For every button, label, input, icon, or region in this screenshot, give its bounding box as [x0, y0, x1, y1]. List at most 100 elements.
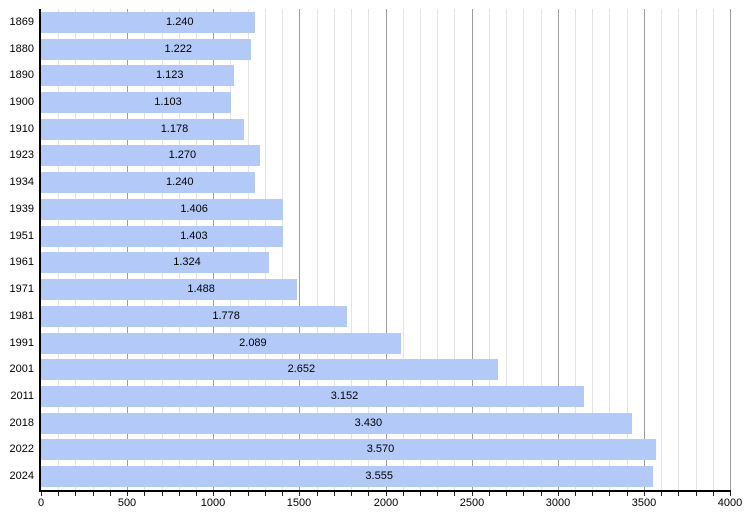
minor-gridline: [179, 9, 180, 490]
minor-gridline: [334, 9, 335, 490]
bar: [41, 332, 401, 354]
bar: [41, 145, 260, 167]
x-axis-tick: [265, 492, 266, 496]
bar: [41, 279, 298, 301]
minor-gridline: [713, 9, 714, 490]
x-axis-tick: [506, 492, 507, 496]
minor-gridline: [627, 9, 628, 490]
minor-gridline: [523, 9, 524, 490]
bar: [41, 198, 284, 220]
bar-value-label: 1.222: [164, 42, 192, 55]
x-axis-tick: [575, 492, 576, 496]
y-axis-label: 1939: [9, 202, 34, 215]
bar-value-label: 3.152: [330, 389, 359, 402]
bar-value-label: 1.403: [180, 229, 208, 242]
bar: [41, 92, 231, 114]
bar: [41, 466, 654, 488]
major-gridline: [127, 9, 128, 490]
x-axis-tick: [403, 492, 404, 496]
bar-value-label: 1.270: [168, 149, 197, 162]
x-axis-tick: [110, 492, 111, 496]
y-axis-label: 1900: [9, 96, 34, 109]
x-axis-tick: [454, 492, 455, 496]
minor-gridline: [58, 9, 59, 490]
y-axis-label: 1991: [9, 336, 34, 349]
minor-gridline: [93, 9, 94, 490]
bar-value-label: 3.555: [365, 470, 393, 483]
minor-gridline: [696, 9, 697, 490]
bar-value-label: 3.570: [366, 443, 395, 456]
x-axis-tick: [351, 492, 352, 496]
bar: [41, 172, 255, 194]
y-axis-labels: 1869 1880 1890 1900 1910 1923 1934 1939 1951 1961…: [0, 9, 34, 490]
x-axis-tick: [627, 492, 628, 496]
x-axis-tick: [696, 492, 697, 496]
minor-gridline: [678, 9, 679, 490]
minor-gridline: [403, 9, 404, 490]
x-axis-tick: [127, 492, 128, 496]
y-axis-label: 1981: [9, 309, 34, 322]
x-axis-tick: [317, 492, 318, 496]
x-axis-tick-label: 3000: [545, 497, 571, 509]
y-axis-label: 2022: [9, 443, 34, 456]
minor-gridline: [75, 9, 76, 490]
x-axis-tick: [196, 492, 197, 496]
major-gridline: [472, 9, 473, 490]
y-axis-label: 2011: [10, 389, 34, 402]
minor-gridline: [110, 9, 111, 490]
major-gridline: [644, 9, 645, 490]
x-axis-tick: [230, 492, 231, 496]
bar-value-label: 1.778: [212, 309, 240, 322]
y-axis-label: 2001: [9, 363, 34, 376]
x-axis-tick: [420, 492, 421, 496]
bar: [41, 385, 584, 407]
major-gridline: [558, 9, 559, 490]
x-axis-tick: [609, 492, 610, 496]
bar-value-label: 1.488: [187, 283, 215, 296]
x-axis-tick: [144, 492, 145, 496]
x-axis-tick: [162, 492, 163, 496]
x-axis-tick: [41, 492, 42, 496]
major-gridline: [299, 9, 300, 490]
y-axis-line: [39, 9, 41, 490]
bar: [41, 252, 270, 274]
x-axis-tick-label: 1000: [200, 497, 226, 509]
x-axis-tick: [248, 492, 249, 496]
y-axis-label: 1923: [9, 149, 34, 162]
minor-gridline: [541, 9, 542, 490]
x-axis-tick: [541, 492, 542, 496]
minor-gridline: [575, 9, 576, 490]
minor-gridline: [196, 9, 197, 490]
x-axis-tick: [334, 492, 335, 496]
minor-gridline: [351, 9, 352, 490]
bar-value-label: 2.652: [287, 363, 316, 376]
bar-value-label: 1.240: [166, 15, 194, 28]
x-axis-tick: [93, 492, 94, 496]
y-axis-label: 1934: [9, 176, 34, 189]
x-axis-tick-label: 3500: [631, 497, 657, 509]
x-axis-tick-label: 2500: [459, 497, 485, 509]
bar: [41, 225, 283, 247]
x-axis-tick-label: 4000: [717, 497, 743, 509]
bar-value-label: 1.406: [180, 202, 208, 215]
minor-gridline: [454, 9, 455, 490]
x-axis-tick-label: 500: [117, 497, 137, 509]
x-axis-tick: [282, 492, 283, 496]
bar: [41, 359, 498, 381]
y-axis-label: 1910: [9, 122, 34, 135]
x-axis-line: [39, 490, 731, 492]
minor-gridline: [265, 9, 266, 490]
minor-gridline: [230, 9, 231, 490]
bar-value-label: 1.240: [166, 176, 194, 189]
x-axis-tick: [472, 492, 473, 496]
minor-gridline: [437, 9, 438, 490]
bar-value-label: 1.324: [173, 256, 201, 269]
x-axis-tick: [489, 492, 490, 496]
y-axis-label: 2024: [9, 470, 34, 483]
major-gridline: [213, 9, 214, 490]
x-axis-tick: [678, 492, 679, 496]
minor-gridline: [162, 9, 163, 490]
minor-gridline: [282, 9, 283, 490]
minor-gridline: [144, 9, 145, 490]
minor-gridline: [420, 9, 421, 490]
